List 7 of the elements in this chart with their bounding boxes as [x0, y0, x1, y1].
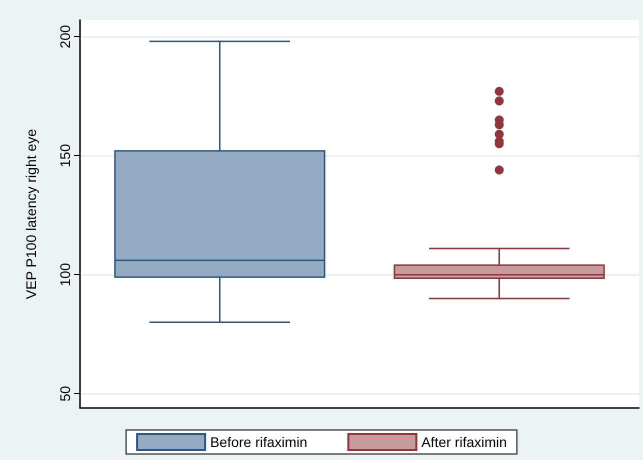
y-tick-label: 100: [57, 262, 73, 286]
y-axis-title: VEP P100 latency right eye: [23, 128, 39, 300]
legend-label: Before rifaximin: [210, 434, 308, 450]
y-tick-label: 150: [57, 144, 73, 168]
y-tick-label: 50: [57, 386, 73, 402]
y-tick-label: 200: [57, 24, 73, 48]
legend-label: After rifaximin: [421, 434, 507, 450]
